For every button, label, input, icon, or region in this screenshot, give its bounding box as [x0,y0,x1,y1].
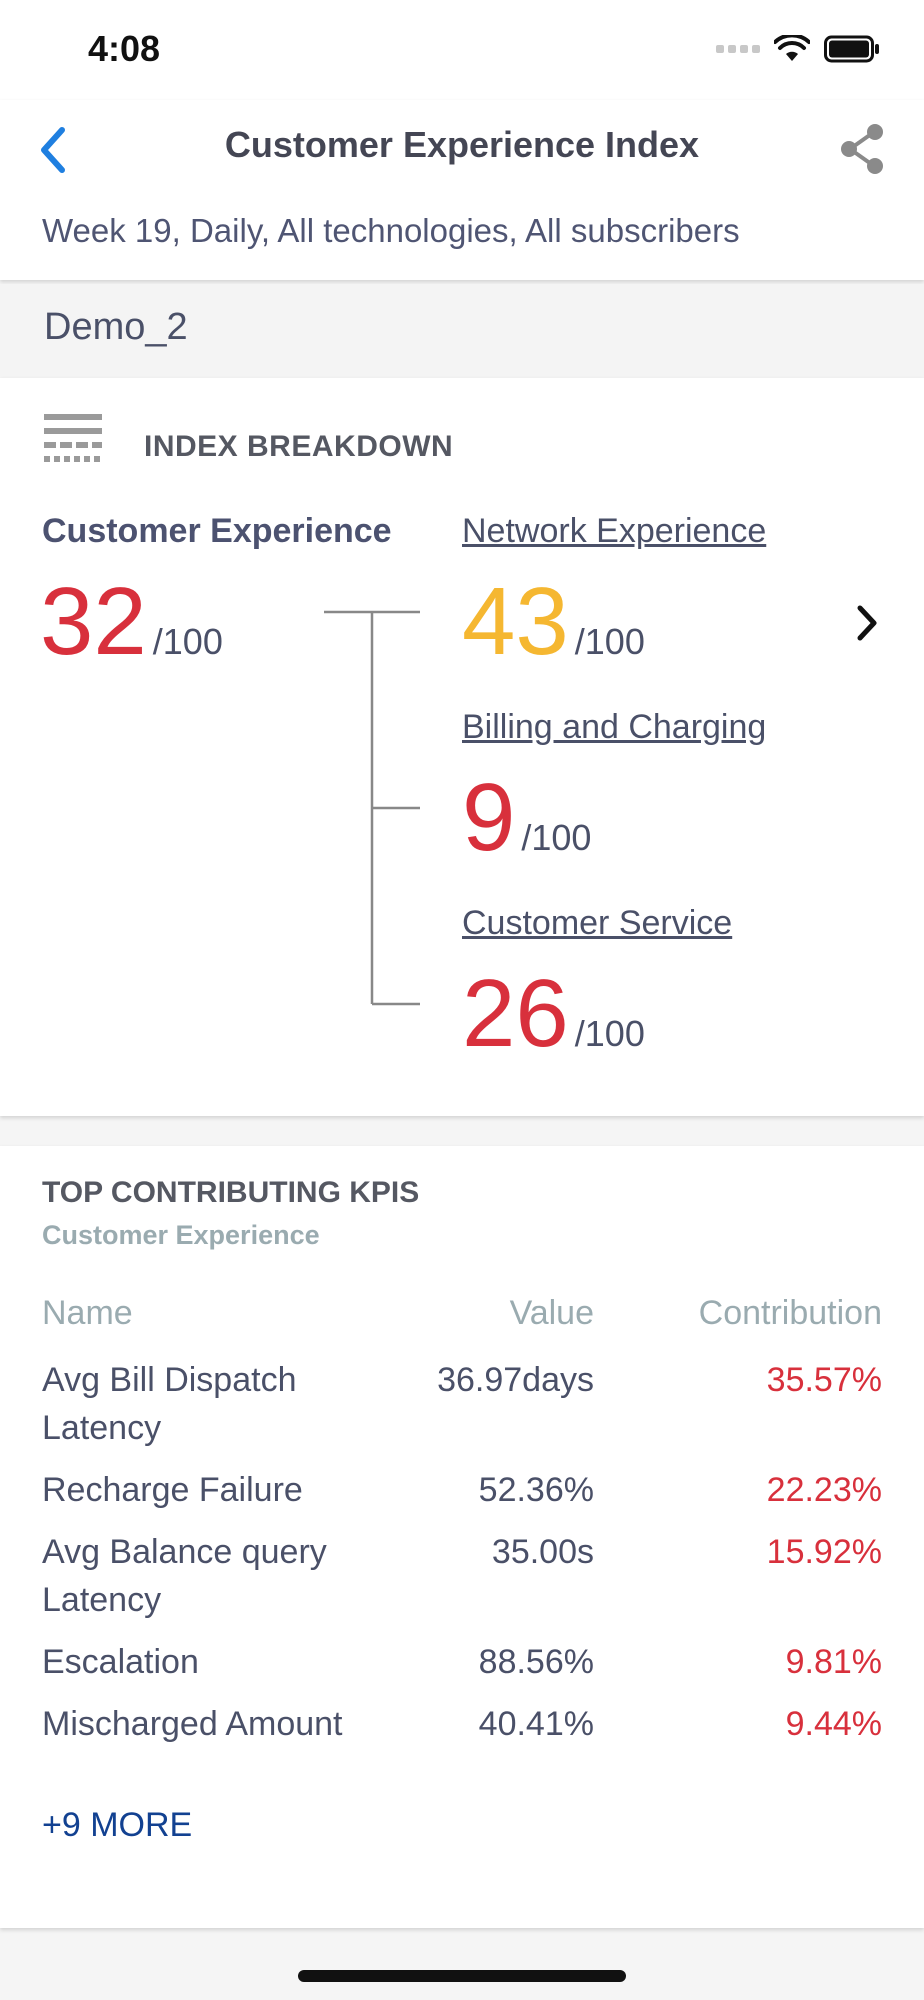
breakdown-tree-connector [324,610,420,1006]
kpi-name: Mischarged Amount [42,1705,343,1743]
page-title: Customer Experience Index [224,124,700,165]
show-more-kpis-button[interactable]: +9 MORE [42,1806,193,1844]
kpis-subheading: Customer Experience [42,1220,320,1250]
table-row: Mischarged Amount 40.41% 9.44% [42,1700,882,1748]
table-row: Avg Balance query Latency 35.00s 15.92% [42,1528,882,1624]
home-indicator[interactable] [298,1970,626,1982]
cellular-signal-icon [716,45,760,53]
battery-icon [824,35,879,63]
kpi-name: Avg Bill Dispatch Latency [42,1361,297,1447]
billing-score-value: 9 [462,764,516,871]
chevron-right-icon [857,605,877,641]
kpi-contribution: 15.92% [766,1533,882,1571]
table-row: Escalation 88.56% 9.81% [42,1638,882,1686]
chevron-left-icon [41,127,65,173]
kpi-table-header: Name Value Contribution [42,1294,882,1356]
kpi-value: 88.56% [478,1643,594,1681]
kpi-value: 35.00s [491,1533,594,1571]
network-score-value: 43 [462,568,569,675]
kpi-value: 40.41% [478,1705,594,1743]
kpi-value: 36.97days [437,1361,594,1399]
breakdown-icon [44,414,102,462]
nav-header: Customer Experience Index Week 19, Daily… [0,100,924,280]
customer-service-score: 26 /100 [462,966,645,1062]
network-score-denominator: /100 [574,621,645,662]
kpi-value: 52.36% [478,1471,594,1509]
share-icon [841,124,883,174]
breakdown-heading: INDEX BREAKDOWN [144,430,454,463]
kpi-name: Avg Balance query Latency [42,1533,327,1619]
next-button[interactable] [852,600,882,646]
filter-summary: Week 19, Daily, All technologies, All su… [42,212,740,249]
profile-bar: Demo_2 [0,284,924,378]
network-experience-score: 43 /100 [462,574,645,670]
kpi-contribution: 9.81% [785,1643,882,1681]
column-header-contribution: Contribution [698,1294,882,1332]
kpi-name: Escalation [42,1643,199,1681]
back-button[interactable] [34,120,74,180]
status-time: 4:08 [88,28,161,69]
kpi-contribution: 9.44% [785,1705,882,1743]
kpis-heading: TOP CONTRIBUTING KPIS [42,1176,420,1209]
main-index-label: Customer Experience [42,512,392,550]
billing-score-denominator: /100 [521,817,592,858]
table-row: Recharge Failure 52.36% 22.23% [42,1466,882,1514]
kpi-table: Name Value Contribution Avg Bill Dispatc… [42,1294,882,1762]
main-score-denominator: /100 [152,621,223,662]
index-breakdown-card: INDEX BREAKDOWN Customer Experience 32 /… [0,378,924,1116]
kpi-contribution: 35.57% [766,1361,882,1399]
service-score-value: 26 [462,960,569,1067]
status-icons [716,34,880,64]
billing-charging-link[interactable]: Billing and Charging [462,708,767,746]
profile-name: Demo_2 [44,306,188,348]
wifi-icon [774,35,810,61]
share-button[interactable] [838,122,888,176]
status-bar: 4:08 [0,0,924,100]
kpi-name: Recharge Failure [42,1471,303,1509]
service-score-denominator: /100 [574,1013,645,1054]
top-kpis-card: TOP CONTRIBUTING KPIS Customer Experienc… [0,1146,924,1928]
column-header-name: Name [42,1294,133,1332]
network-experience-link[interactable]: Network Experience [462,512,767,550]
table-row: Avg Bill Dispatch Latency 36.97days 35.5… [42,1356,882,1452]
main-score-value: 32 [40,568,147,675]
billing-charging-score: 9 /100 [462,770,591,866]
customer-service-link[interactable]: Customer Service [462,904,733,942]
column-header-value: Value [509,1294,594,1332]
kpi-contribution: 22.23% [766,1471,882,1509]
main-index-score: 32 /100 [40,574,223,670]
